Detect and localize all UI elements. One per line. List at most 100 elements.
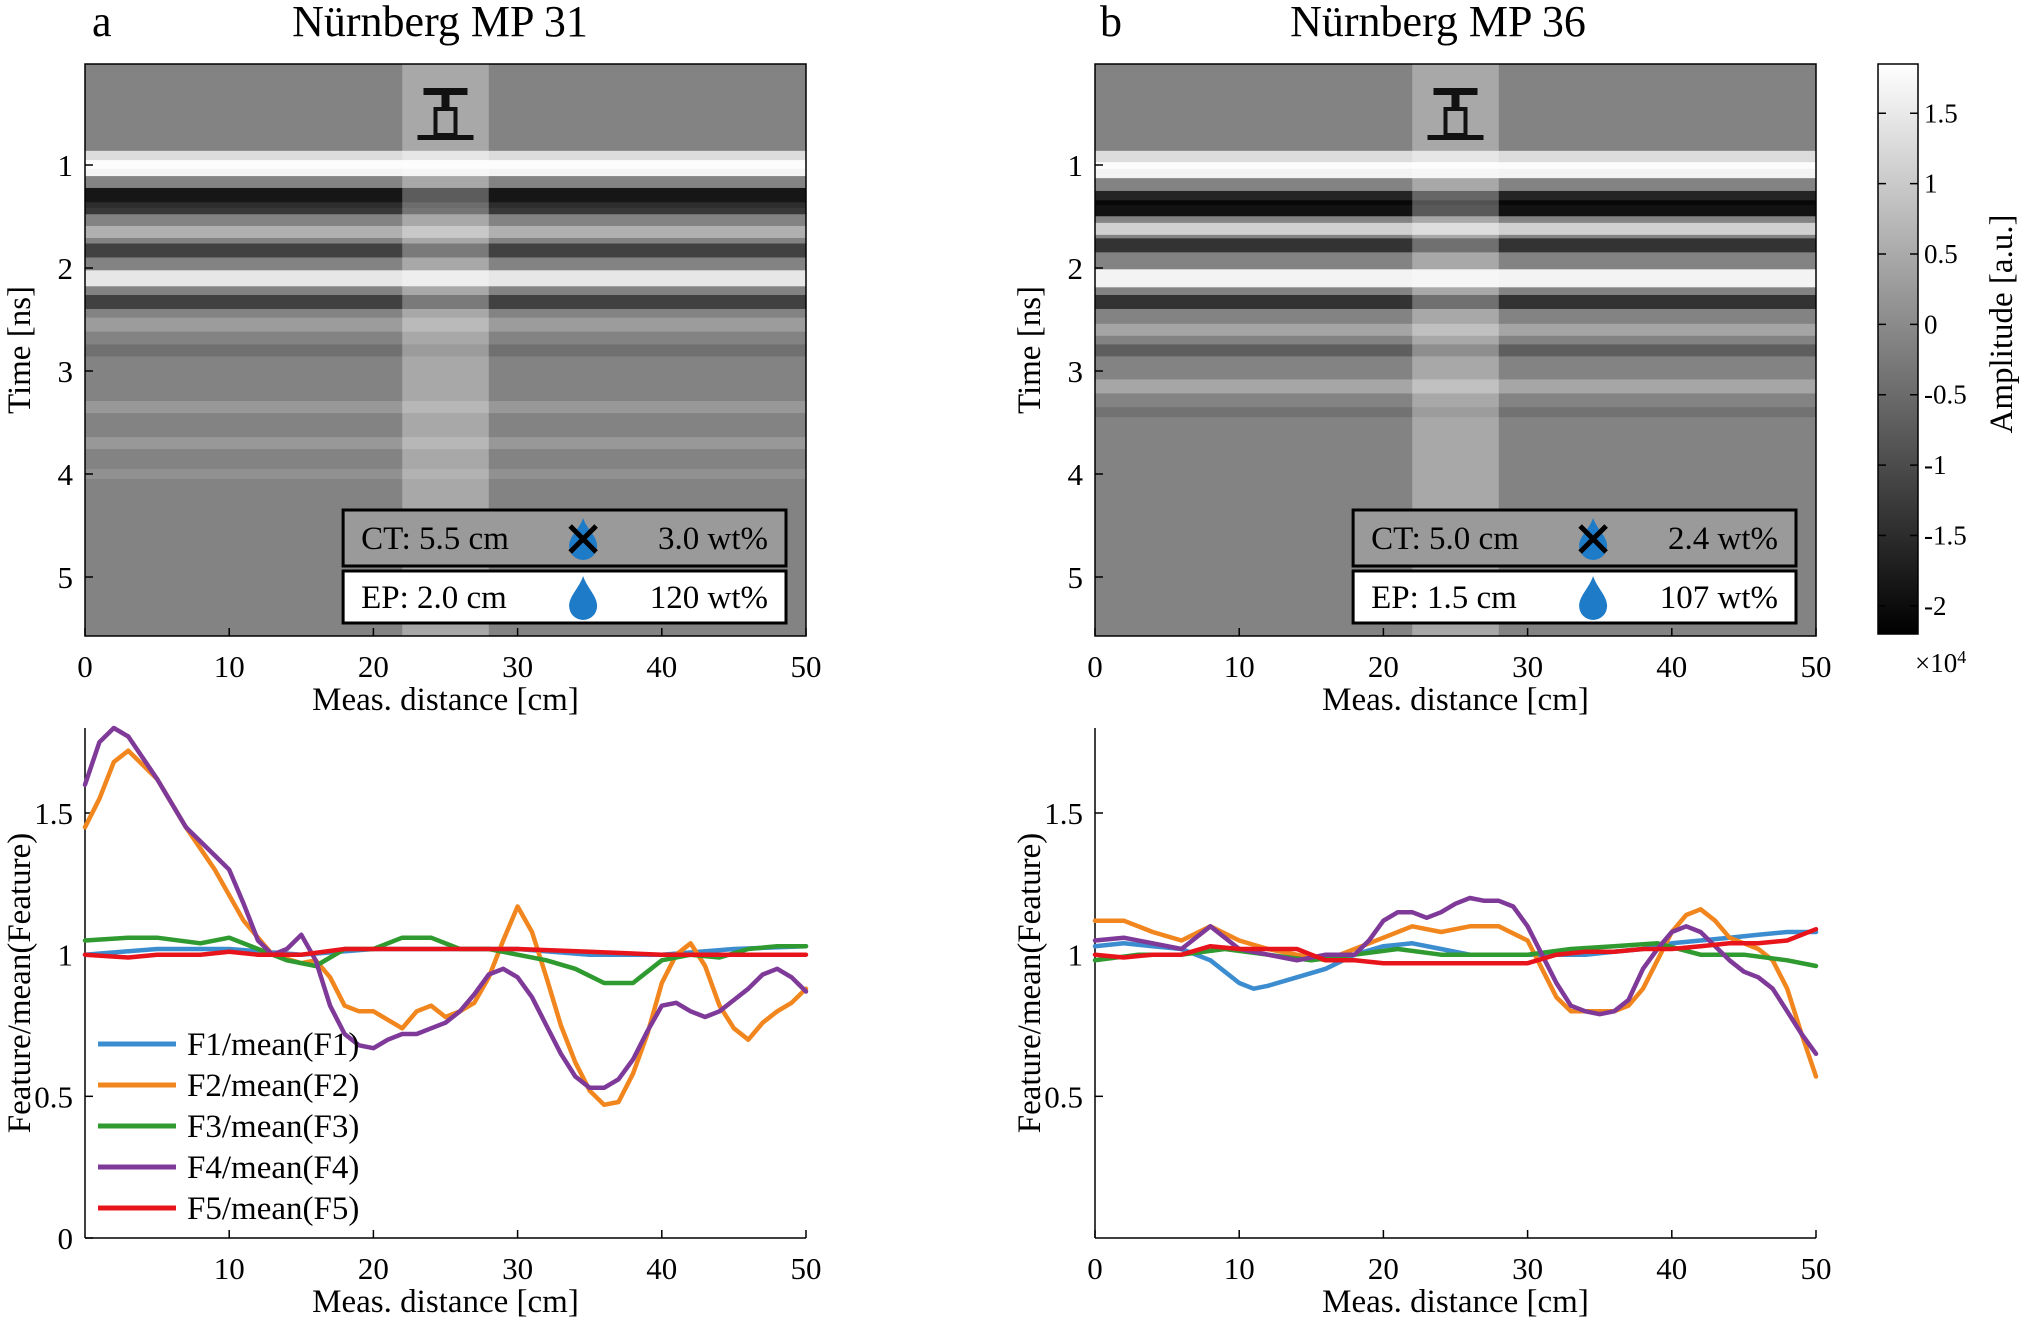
reflection-band [1095, 379, 1816, 394]
y-tick-label: 1 [58, 148, 74, 183]
reflection-band [85, 243, 806, 258]
reflection-band [1095, 294, 1816, 309]
x-tick-label: 40 [646, 649, 677, 684]
panel-title-a: Nürnberg MP 31 [292, 0, 588, 46]
colorbar-ticks: 1.5 1 0.5 0 -0.5 -1 -1.5 -2 [1878, 98, 1967, 621]
y-tick-label: 4 [58, 457, 74, 492]
x-tick-label: 50 [1801, 649, 1832, 684]
ep-box: EP: 1.5 cm 107 wt% [1351, 569, 1798, 625]
x-mark-icon [568, 524, 598, 554]
colorbar-label: Amplitude [a.u.] [1984, 214, 2020, 433]
x-tick-label: 20 [1368, 649, 1399, 684]
y-tick-label: 3 [1068, 354, 1084, 389]
reflection-band [85, 270, 806, 287]
x-tick-label: 10 [1224, 1251, 1255, 1286]
x-tick-label: 0 [1087, 649, 1103, 684]
legend-label: F1/mean(F1) [187, 1027, 359, 1063]
colorbar-tick-label: 1 [1924, 169, 1938, 199]
radargram-frame [1094, 63, 1817, 637]
x-tick-label: 40 [646, 1251, 677, 1286]
y-tick-label: 2 [1068, 251, 1084, 286]
x-tick-label: 30 [1512, 649, 1543, 684]
y-axis-label: Time [ns] [1012, 286, 1048, 414]
ep-label: EP: 1.5 cm [1371, 580, 1517, 616]
reflection-band [1095, 162, 1816, 179]
reflection-band [85, 294, 806, 309]
x-tick-label: 40 [1656, 1251, 1687, 1286]
y-tick-label: 0 [58, 1221, 74, 1256]
drill-icon-top [423, 88, 468, 95]
reflection-band [1095, 269, 1816, 288]
reflection-band [85, 344, 806, 357]
x-axis-label: Meas. distance [cm] [1322, 1284, 1589, 1320]
reflection-band [1095, 200, 1816, 217]
ct-value: 2.4 wt% [1668, 521, 1778, 557]
drill-icon-base [1427, 135, 1484, 140]
reflection-band [1095, 323, 1816, 336]
y-tick-label: 1 [58, 938, 74, 973]
ep-box-frame [341, 569, 788, 625]
reflection-band [1095, 344, 1816, 357]
colorbar-exponent: ×104 [1915, 647, 1966, 678]
series-line-4 [82, 725, 809, 1091]
colorbar-gradient [1877, 63, 1919, 635]
series-line-5 [1092, 926, 1819, 966]
reflection-band [1095, 238, 1816, 253]
y-tick-label: 5 [1068, 560, 1084, 595]
x-tick-label: 30 [502, 1251, 533, 1286]
feature-plot-b: 0.5 1 1.5 0 10 20 30 40 50 Meas. distance [cm] Fea… [1012, 728, 1832, 1320]
ct-box-frame [341, 508, 788, 568]
x-mark-icon [1578, 524, 1608, 554]
legend-label: F4/mean(F4) [187, 1150, 359, 1186]
x-tick-label: 30 [502, 649, 533, 684]
legend: F1/mean(F1) F2/mean(F2) F3/mean(F3) F4/mean… [98, 1027, 359, 1227]
x-tick-label: 0 [1087, 1251, 1103, 1286]
ct-label: CT: 5.0 cm [1371, 521, 1519, 557]
y-tick-label: 5 [58, 560, 74, 595]
y-tick-label: 1.5 [34, 796, 73, 831]
legend-label: F2/mean(F2) [187, 1068, 359, 1104]
ep-value: 107 wt% [1660, 580, 1778, 616]
series-line-3 [82, 935, 809, 986]
reflection-band [85, 202, 806, 215]
x-tick-label: 10 [1224, 649, 1255, 684]
x-axis-label: Meas. distance [cm] [1322, 682, 1589, 718]
legend-label: F3/mean(F3) [187, 1109, 359, 1145]
ct-box: CT: 5.0 cm 2.4 wt% [1351, 508, 1798, 568]
colorbar: 1.5 1 0.5 0 -0.5 -1 -1.5 -2 Amplitude [a.u.] ×1… [1877, 63, 2020, 678]
y-tick-label: 0.5 [1044, 1079, 1083, 1114]
water-drop-icon [1579, 576, 1608, 621]
y-tick-label: 1 [1068, 148, 1084, 183]
feature-plot-a: 0 0.5 1 1.5 10 20 30 40 50 Meas. distance [cm] Fea… [2, 725, 822, 1320]
ep-box-frame [1351, 569, 1798, 625]
drill-icon-shaft [441, 95, 450, 109]
reflection-band [85, 469, 806, 479]
ct-value: 3.0 wt% [658, 521, 768, 557]
ct-box: CT: 5.5 cm 3.0 wt% [341, 508, 788, 568]
water-drop-icon [569, 576, 598, 621]
x-tick-label: 30 [1512, 1251, 1543, 1286]
x-tick-label: 50 [1801, 1251, 1832, 1286]
drill-icon [417, 88, 474, 140]
x-tick-label: 20 [1368, 1251, 1399, 1286]
y-tick-label: 1.5 [1044, 796, 1083, 831]
series-line-3 [1092, 941, 1819, 969]
x-tick-label: 10 [214, 649, 245, 684]
ep-label: EP: 2.0 cm [361, 580, 507, 616]
series-line-4 [1092, 895, 1819, 1057]
colorbar-tick-label: -1 [1924, 450, 1947, 480]
series-line-5 [82, 946, 809, 960]
colorbar-tick-label: -2 [1924, 591, 1947, 621]
ct-box-frame [1351, 508, 1798, 568]
series-line-1 [1092, 929, 1819, 991]
y-tick-label: 1 [1068, 938, 1084, 973]
x-tick-label: 20 [358, 1251, 389, 1286]
x-axis-label: Meas. distance [cm] [312, 682, 579, 718]
x-tick-label: 40 [1656, 649, 1687, 684]
panel-letter-a: a [92, 0, 112, 46]
